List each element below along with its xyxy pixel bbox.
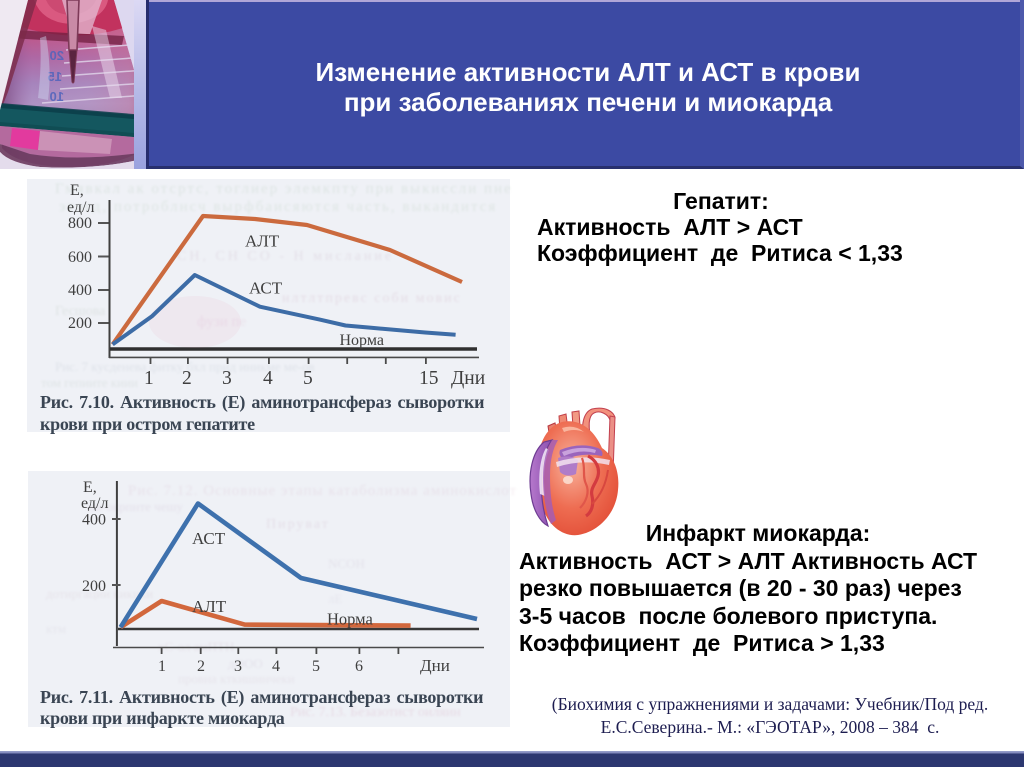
svg-text:15: 15 [419, 368, 439, 389]
svg-text:15: 15 [48, 69, 62, 84]
svg-text:Е,: Е, [83, 479, 97, 496]
svg-text:АЛТ: АЛТ [192, 597, 227, 616]
svg-text:ед/л: ед/л [67, 199, 94, 216]
svg-text:200: 200 [68, 315, 92, 332]
svg-text:20: 20 [50, 48, 64, 63]
svg-text:Е,: Е, [70, 182, 84, 199]
svg-text:600: 600 [68, 249, 92, 266]
svg-text:800: 800 [68, 215, 92, 232]
svg-text:2: 2 [182, 368, 192, 389]
svg-text:1: 1 [158, 658, 166, 675]
svg-text:5: 5 [303, 368, 313, 389]
svg-text:АСТ: АСТ [192, 529, 226, 548]
svg-text:3: 3 [234, 658, 242, 675]
svg-text:Норма: Норма [340, 332, 384, 349]
svg-text:4: 4 [272, 658, 280, 675]
svg-text:Дни: Дни [420, 656, 450, 675]
svg-text:6: 6 [355, 658, 363, 675]
svg-text:Норма: Норма [327, 610, 373, 629]
svg-text:1: 1 [144, 368, 154, 389]
svg-text:3: 3 [222, 368, 232, 389]
svg-text:5: 5 [312, 658, 320, 675]
svg-text:2: 2 [197, 658, 205, 675]
svg-text:АЛТ: АЛТ [245, 232, 280, 251]
svg-text:4: 4 [263, 368, 273, 389]
svg-text:ед/л: ед/л [81, 495, 108, 512]
svg-text:200: 200 [82, 578, 106, 595]
svg-text:Дни: Дни [451, 368, 485, 389]
svg-text:400: 400 [68, 282, 92, 299]
svg-text:400: 400 [82, 512, 106, 529]
svg-text:АСТ: АСТ [249, 279, 283, 298]
svg-text:10: 10 [50, 89, 64, 104]
